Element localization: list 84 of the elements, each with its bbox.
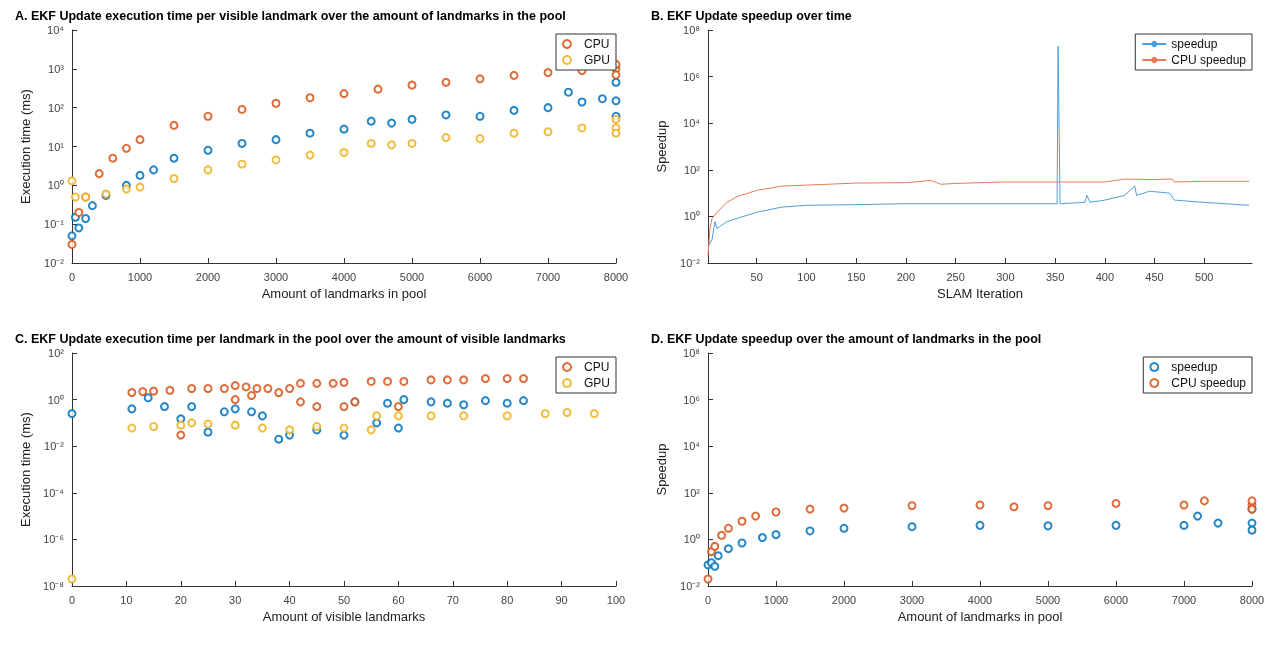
y-tick-label: 10¹ bbox=[48, 140, 65, 153]
legend-label: speedup bbox=[1171, 360, 1218, 374]
x-tick-label: 7000 bbox=[1171, 593, 1197, 606]
x-tick-label: 8000 bbox=[1239, 593, 1265, 606]
y-tick-label: 10⁰ bbox=[683, 533, 700, 546]
x-tick-label: 100 bbox=[606, 593, 626, 606]
chart-title: B. EKF Update speedup over time bbox=[651, 8, 852, 23]
y-tick-label: 10⁻² bbox=[680, 580, 701, 592]
legend-label: CPU speedup bbox=[1171, 53, 1247, 67]
chart-title: D. EKF Update speedup over the amount of landmarks in the pool bbox=[651, 331, 1042, 346]
x-tick-label: 400 bbox=[1095, 270, 1114, 283]
x-tick-label: 10 bbox=[120, 593, 133, 606]
y-tick-label: 10² bbox=[684, 163, 701, 176]
x-axis-title: Amount of landmarks in pool bbox=[261, 286, 427, 301]
x-tick-label: 500 bbox=[1195, 270, 1214, 283]
x-tick-label: 450 bbox=[1145, 270, 1164, 283]
y-tick-label: 10⁻¹ bbox=[44, 218, 65, 231]
y-tick-label: 10⁴ bbox=[47, 24, 65, 36]
x-tick-label: 80 bbox=[501, 593, 514, 606]
x-tick-label: 60 bbox=[392, 593, 405, 606]
x-tick-label: 7000 bbox=[535, 270, 561, 283]
x-tick-label: 40 bbox=[283, 593, 296, 606]
y-tick-label: 10⁴ bbox=[683, 440, 701, 453]
y-tick-label: 10⁰ bbox=[47, 393, 64, 406]
x-axis-title: Amount of visible landmarks bbox=[262, 609, 426, 624]
x-tick-label: 100 bbox=[797, 270, 816, 283]
y-tick-label: 10² bbox=[48, 101, 65, 114]
x-tick-label: 1000 bbox=[763, 593, 789, 606]
y-axis-title: Speedup bbox=[654, 120, 669, 173]
x-tick-label: 5000 bbox=[399, 270, 425, 283]
x-tick-label: 70 bbox=[446, 593, 459, 606]
y-tick-label: 10⁴ bbox=[683, 117, 701, 130]
x-tick-label: 0 bbox=[68, 593, 76, 606]
x-tick-label: 50 bbox=[337, 593, 351, 606]
x-tick-label: 0 bbox=[704, 593, 712, 606]
y-tick-label: 10⁸ bbox=[683, 24, 700, 36]
y-axis-title: Execution time (ms) bbox=[18, 412, 33, 527]
x-tick-label: 30 bbox=[229, 593, 242, 606]
x-tick-label: 150 bbox=[847, 270, 866, 283]
legend-label: GPU bbox=[584, 53, 611, 67]
x-tick-label: 4000 bbox=[331, 270, 357, 283]
y-tick-label: 10⁶ bbox=[683, 393, 700, 406]
x-tick-label: 50 bbox=[750, 270, 763, 283]
chart-title: C. EKF Update execution time per landmark in the pool over the amount of visible landmarks bbox=[15, 331, 566, 346]
legend-label: CPU bbox=[584, 37, 610, 51]
y-tick-label: 10⁰ bbox=[47, 179, 64, 192]
x-tick-label: 6000 bbox=[1103, 593, 1129, 606]
x-tick-label: 8000 bbox=[603, 270, 629, 283]
y-tick-label: 10⁶ bbox=[683, 70, 700, 83]
y-tick-label: 10³ bbox=[48, 62, 65, 75]
y-axis-title: Speedup bbox=[654, 443, 669, 496]
x-tick-label: 200 bbox=[896, 270, 916, 283]
x-axis-title: Amount of landmarks in pool bbox=[897, 609, 1063, 624]
x-tick-label: 250 bbox=[946, 270, 965, 283]
x-tick-label: 0 bbox=[68, 270, 76, 283]
x-tick-label: 2000 bbox=[195, 270, 221, 283]
y-tick-label: 10⁰ bbox=[683, 210, 700, 223]
x-tick-label: 20 bbox=[174, 593, 187, 606]
y-tick-label: 10² bbox=[48, 347, 65, 359]
x-tick-label: 90 bbox=[555, 593, 568, 606]
legend-label: GPU bbox=[584, 376, 611, 390]
legend-label: CPU bbox=[584, 360, 610, 374]
x-tick-label: 4000 bbox=[967, 593, 993, 606]
y-tick-label: 10⁻² bbox=[44, 440, 65, 453]
x-tick-label: 300 bbox=[996, 270, 1015, 283]
y-tick-label: 10⁻² bbox=[680, 257, 701, 269]
legend-label: CPU speedup bbox=[1171, 376, 1247, 390]
y-tick-label: 10⁻⁸ bbox=[43, 580, 64, 592]
legend-label: speedup bbox=[1171, 37, 1218, 51]
x-tick-label: 350 bbox=[1045, 270, 1065, 283]
x-tick-label: 5000 bbox=[1035, 593, 1061, 606]
y-tick-label: 10⁸ bbox=[683, 347, 700, 359]
y-tick-label: 10⁻² bbox=[44, 257, 65, 269]
x-tick-label: 6000 bbox=[467, 270, 493, 283]
y-axis-title: Execution time (ms) bbox=[18, 89, 33, 204]
x-axis-title: SLAM Iteration bbox=[937, 286, 1023, 301]
x-tick-label: 2000 bbox=[831, 593, 857, 606]
y-tick-label: 10⁻⁴ bbox=[43, 486, 65, 499]
y-tick-label: 10² bbox=[684, 486, 701, 499]
chart-title: A. EKF Update execution time per visible landmark over the amount of landmarks in the pool bbox=[15, 8, 566, 23]
x-tick-label: 3000 bbox=[899, 593, 925, 606]
x-tick-label: 3000 bbox=[263, 270, 289, 283]
y-tick-label: 10⁻⁶ bbox=[43, 533, 64, 546]
x-tick-label: 1000 bbox=[127, 270, 153, 283]
